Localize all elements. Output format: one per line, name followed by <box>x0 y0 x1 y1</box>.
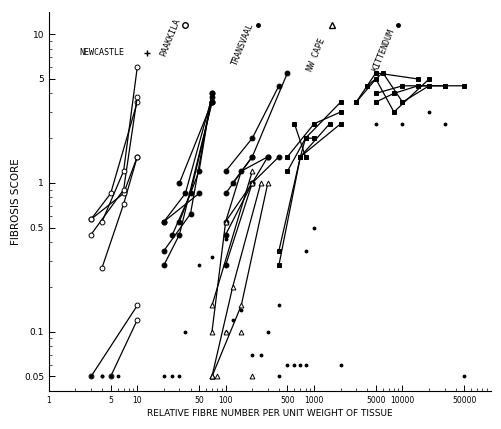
Text: KITTENDUM: KITTENDUM <box>370 28 396 73</box>
Y-axis label: FIBROSIS SCORE: FIBROSIS SCORE <box>11 158 21 245</box>
Text: TRANSVAAL: TRANSVAAL <box>230 22 255 67</box>
Text: NW CAPE: NW CAPE <box>305 37 327 73</box>
Text: PAAKKILA: PAAKKILA <box>159 17 182 57</box>
X-axis label: RELATIVE FIBRE NUMBER PER UNIT WEIGHT OF TISSUE: RELATIVE FIBRE NUMBER PER UNIT WEIGHT OF… <box>147 409 392 418</box>
Text: NEWCASTLE: NEWCASTLE <box>79 48 124 57</box>
